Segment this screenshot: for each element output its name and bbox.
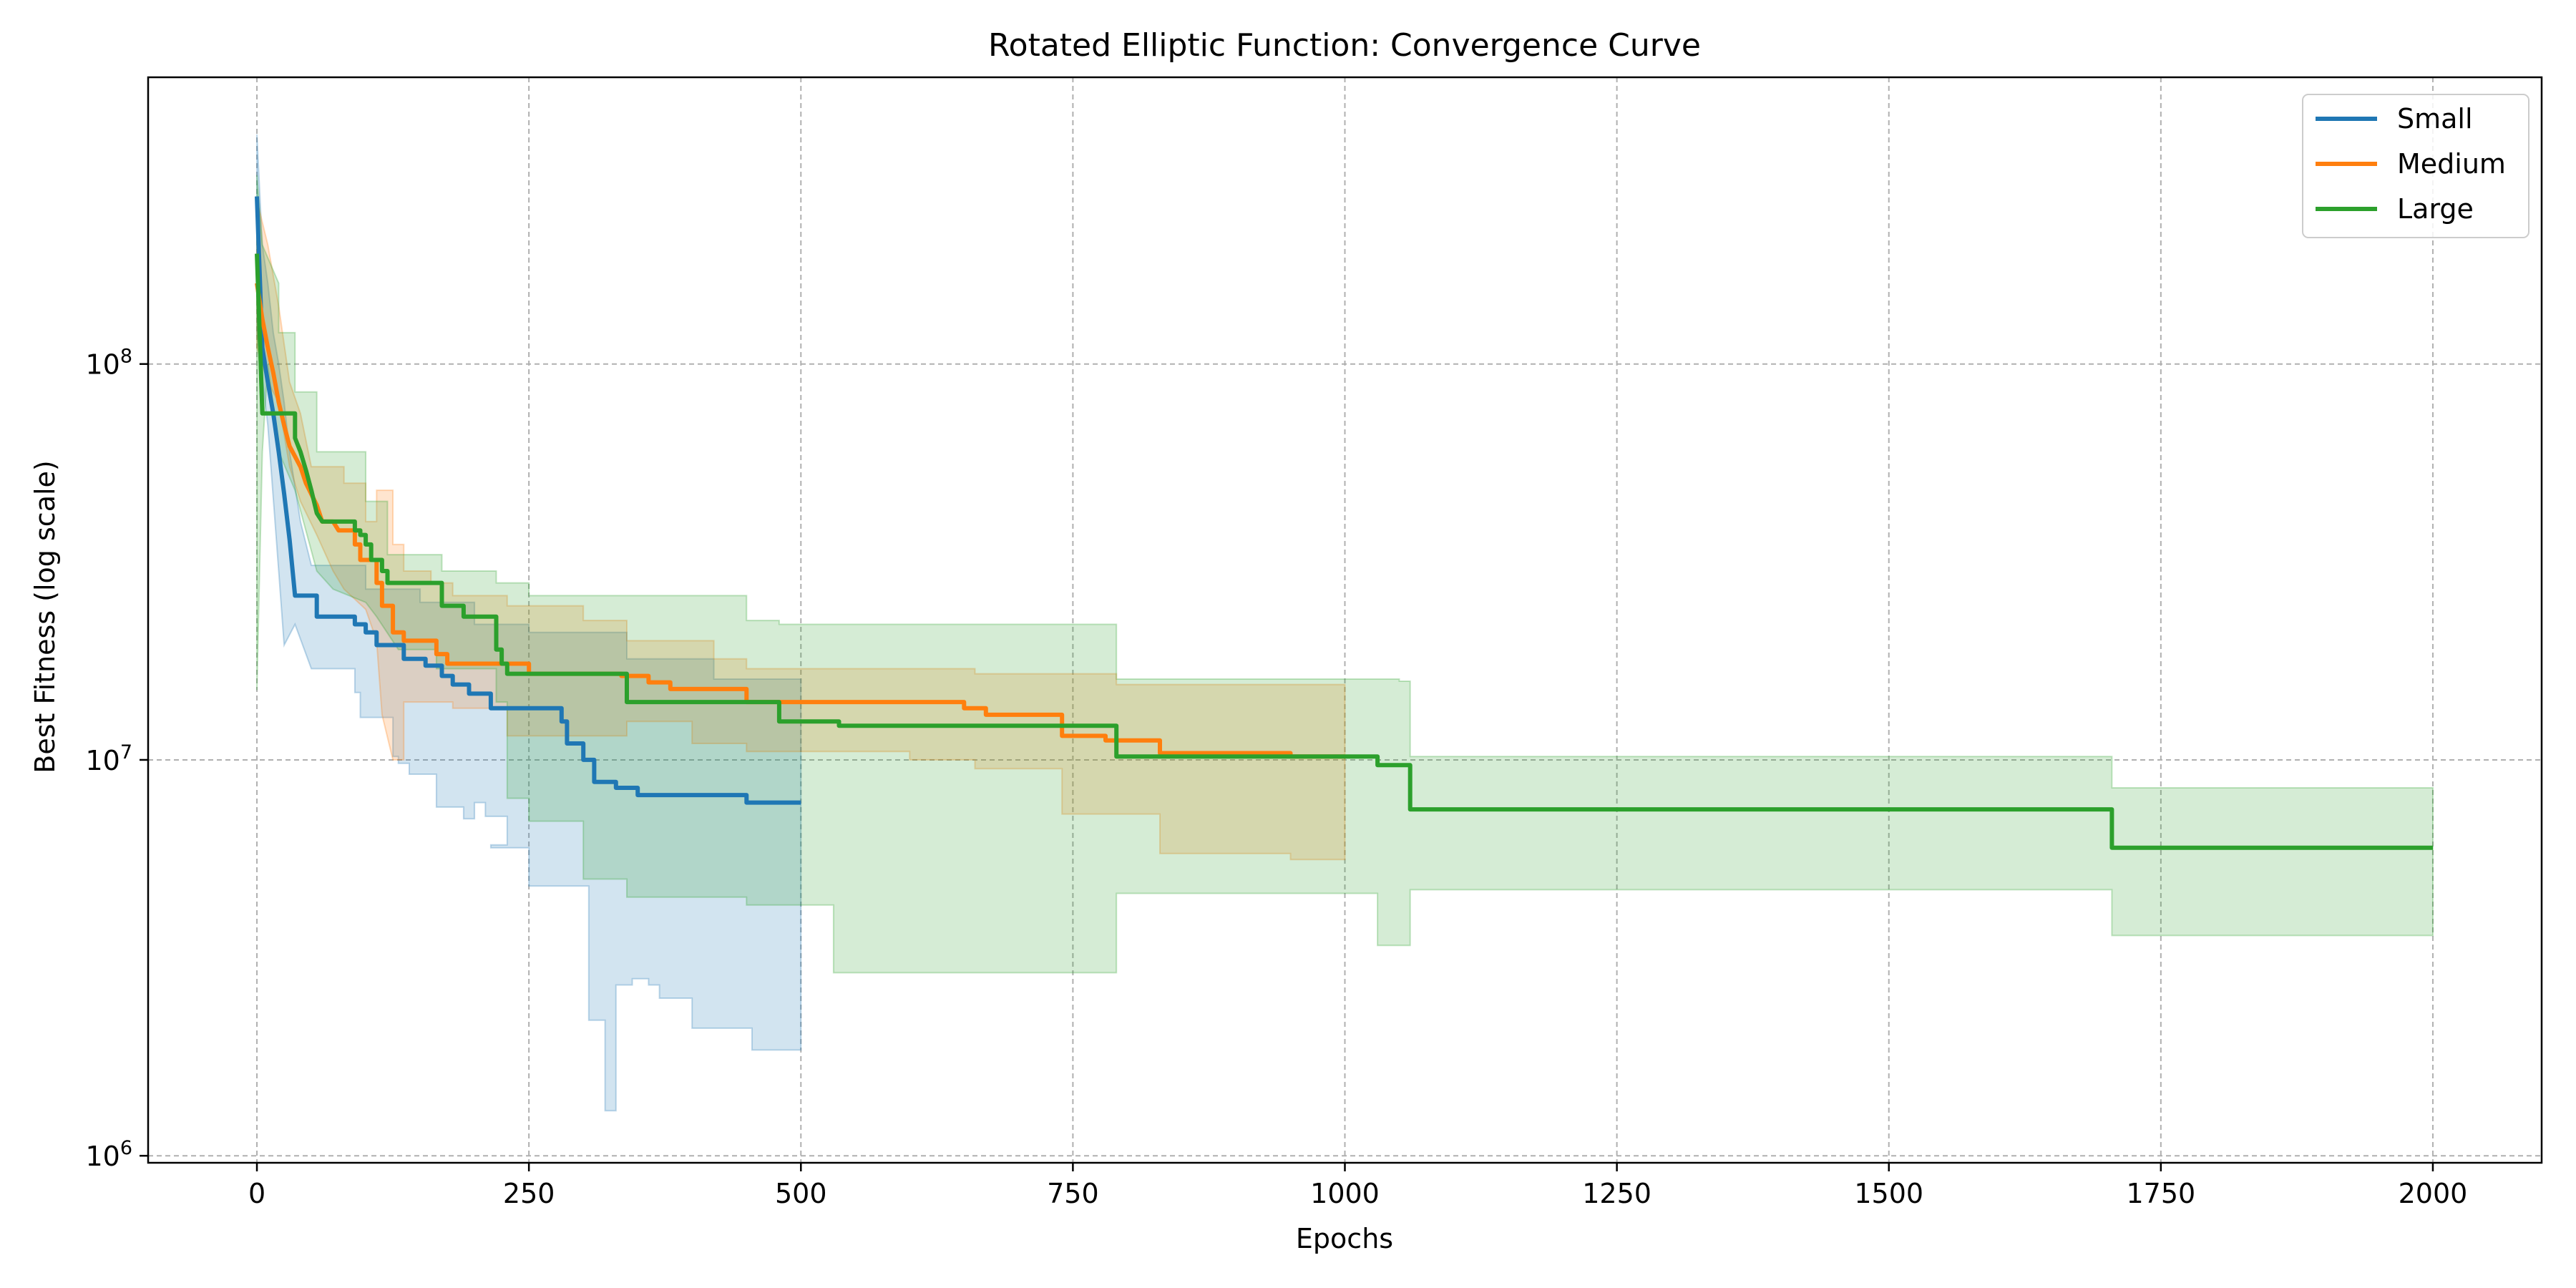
- band-small: [256, 134, 802, 1112]
- plot-area: 0 250 500 750 1000 1250 1500 1750 2000 106 107 108: [85, 76, 2543, 1209]
- legend-label-large: Large: [2397, 193, 2474, 225]
- x-axis-label: Epochs: [1296, 1223, 1393, 1254]
- x-tick-label: 1750: [2126, 1178, 2195, 1209]
- legend: Small Medium Large: [2302, 94, 2529, 238]
- y-axis-label: Best Fitness (log scale): [29, 460, 61, 773]
- y-tick-label: 108: [85, 346, 132, 381]
- x-tick-label: 1500: [1854, 1178, 1923, 1209]
- series-layer: [255, 134, 2434, 1112]
- series-line-small: [255, 196, 801, 805]
- x-tick-label: 250: [503, 1178, 555, 1209]
- legend-label-small: Small: [2397, 103, 2473, 135]
- legend-box: [2302, 94, 2529, 238]
- x-tick-label: 750: [1047, 1178, 1099, 1209]
- x-tick-label: 2000: [2399, 1178, 2468, 1209]
- y-tick-label: 107: [85, 741, 132, 776]
- y-tick-label: 106: [85, 1137, 132, 1172]
- legend-label-medium: Medium: [2397, 148, 2506, 180]
- chart-title: Rotated Elliptic Function: Convergence C…: [988, 27, 1701, 64]
- x-tick-label: 1000: [1310, 1178, 1380, 1209]
- x-tick-label: 1250: [1582, 1178, 1652, 1209]
- series-line-large: [255, 253, 2433, 850]
- x-tick-label: 500: [775, 1178, 827, 1209]
- x-tick-label: 0: [248, 1178, 265, 1209]
- band-medium: [256, 199, 1346, 861]
